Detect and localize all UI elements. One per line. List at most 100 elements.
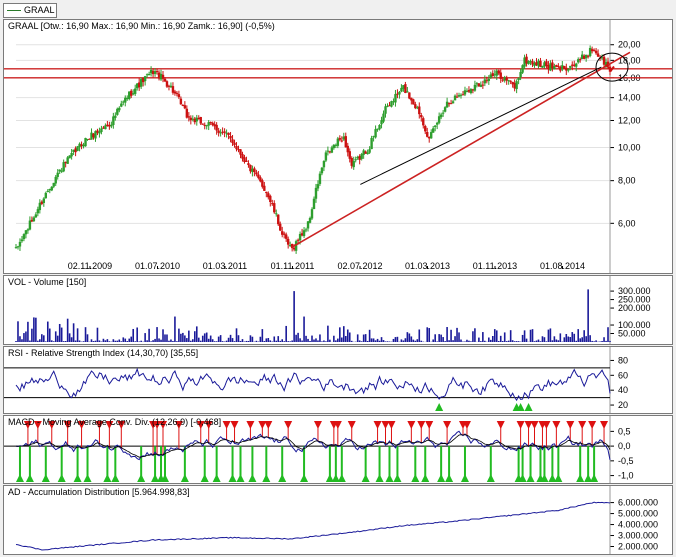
candle-body — [461, 94, 465, 96]
volume-bar — [285, 325, 287, 342]
macd-sell-signal — [222, 421, 231, 429]
price-panel[interactable]: GRAAL [Otw.: 16,90 Max.: 16,90 Min.: 16,… — [3, 19, 673, 274]
volume-bar — [317, 340, 319, 342]
volume-bar — [342, 326, 345, 342]
candle-body — [493, 74, 496, 76]
volume-bar — [394, 337, 397, 342]
price-ytick-label: 20,00 — [618, 40, 641, 50]
macd-sell-signal — [381, 421, 390, 429]
candle-body — [495, 70, 498, 76]
price-xtick-label: 01.08.2014 — [540, 261, 585, 271]
candle-body — [219, 132, 222, 134]
macd-sell-signal — [578, 421, 587, 429]
macd-ytick-label: 0,0 — [618, 441, 631, 451]
price-xtick-label: 01.07.2010 — [135, 261, 180, 271]
vol-ytick-label: 100.000 — [618, 320, 651, 330]
candle-body — [118, 107, 121, 111]
volume-bar — [37, 340, 39, 342]
volume-bar — [178, 328, 180, 342]
volume-bar — [607, 327, 609, 342]
candle-body — [251, 168, 254, 173]
volume-bar — [39, 339, 41, 342]
volume-bar — [386, 341, 389, 342]
volume-bar — [108, 341, 111, 342]
volume-bar — [209, 335, 212, 342]
macd-buy-signal — [460, 474, 469, 482]
volume-bar — [428, 328, 431, 342]
candle-body — [159, 73, 163, 80]
candle-body — [40, 201, 44, 204]
volume-bar — [215, 341, 218, 342]
volume-bar — [488, 337, 490, 342]
volume-bar — [587, 289, 589, 342]
candle-body — [207, 122, 210, 126]
rsi-ytick-label: 20 — [618, 400, 628, 410]
volume-bar — [456, 327, 458, 342]
candle-body — [169, 85, 173, 88]
candle-body — [257, 174, 260, 178]
price-xtick-label: 01.03.2011 — [203, 261, 247, 271]
macd-buy-signal — [25, 474, 34, 482]
candle-body — [122, 101, 125, 103]
volume-bar — [293, 291, 295, 342]
candle-body — [211, 122, 214, 126]
macd-ytick-label: -1,0 — [618, 471, 634, 481]
candle-body — [308, 218, 312, 223]
candle-body — [441, 112, 445, 114]
ad-ytick-label: 5.000.000 — [618, 509, 658, 519]
candle-body — [537, 60, 540, 67]
macd-buy-signal — [15, 474, 24, 482]
rsi-panel[interactable]: RSI - Relative Strength Index (14,30,70)… — [3, 346, 673, 414]
candle-body — [368, 149, 371, 153]
volume-bar — [172, 340, 174, 342]
macd-buy-signal — [160, 474, 169, 482]
candle-body — [573, 64, 576, 66]
volume-bar — [21, 339, 23, 342]
volume-bar — [529, 329, 532, 342]
volume-bar — [281, 339, 284, 342]
volume-bar — [72, 323, 75, 342]
candle-body — [42, 198, 46, 203]
volume-bar — [537, 339, 540, 342]
volume-bar — [297, 332, 299, 342]
volume-bar — [27, 321, 29, 342]
candle-body — [487, 78, 491, 81]
volume-bar — [106, 339, 109, 342]
rsi-buy-signal — [435, 403, 444, 411]
candle-body — [580, 54, 584, 60]
candle-body — [499, 72, 502, 79]
volume-bar — [501, 340, 504, 342]
candle-body — [209, 121, 212, 123]
candle-body — [445, 101, 449, 108]
ad-panel[interactable]: AD - Accumulation Distribution [5.964.99… — [3, 485, 673, 555]
macd-sell-signal — [23, 421, 32, 429]
candle-body — [197, 118, 200, 120]
volume-bar — [507, 340, 510, 342]
volume-bar — [211, 339, 214, 342]
candle-body — [60, 170, 63, 172]
volume-bar — [444, 341, 446, 342]
volume-bar — [432, 339, 434, 342]
candle-body — [507, 80, 510, 82]
candle-body — [392, 101, 395, 103]
volume-bar — [118, 339, 121, 342]
candle-body — [112, 116, 115, 126]
volume-panel[interactable]: VOL - Volume [150] 300.000 250.000 200.000… — [3, 275, 673, 345]
candle-body — [565, 67, 568, 71]
legend-label: GRAAL — [24, 5, 55, 15]
candle-body — [233, 142, 236, 146]
candle-body — [509, 80, 512, 82]
macd-panel[interactable]: MACD - Moving Average Conv. Div. (12,26,… — [3, 415, 673, 484]
volume-bar — [315, 338, 317, 342]
candle-body — [304, 229, 308, 231]
candle-body — [38, 202, 42, 211]
volume-bar — [176, 341, 178, 342]
legend-tab[interactable]: GRAAL — [3, 3, 57, 18]
candle-body — [126, 97, 129, 99]
candle-body — [356, 156, 359, 159]
candle-body — [173, 91, 177, 94]
volume-bar — [402, 340, 405, 342]
candle-body — [396, 93, 399, 95]
volume-bar — [213, 341, 216, 342]
candle-body — [245, 160, 248, 162]
